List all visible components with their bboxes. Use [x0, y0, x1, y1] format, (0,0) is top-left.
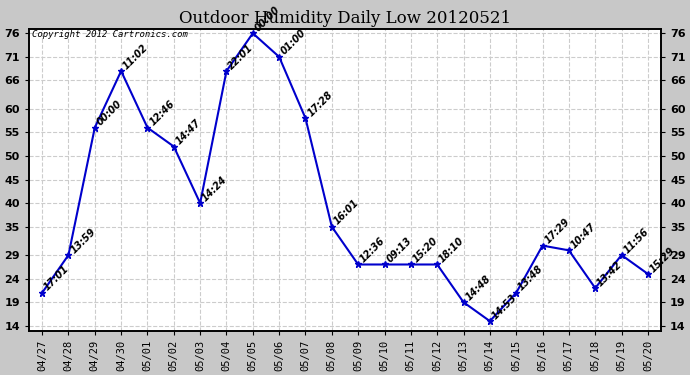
Text: 17:28: 17:28: [306, 89, 335, 118]
Text: 11:56: 11:56: [622, 226, 651, 255]
Text: 18:10: 18:10: [437, 236, 466, 264]
Text: 16:01: 16:01: [332, 198, 361, 227]
Text: 15:29: 15:29: [648, 245, 677, 274]
Title: Outdoor Humidity Daily Low 20120521: Outdoor Humidity Daily Low 20120521: [179, 10, 511, 27]
Text: 12:36: 12:36: [358, 236, 387, 264]
Text: 13:48: 13:48: [516, 264, 545, 293]
Text: 22:01: 22:01: [226, 42, 255, 71]
Text: 15:20: 15:20: [411, 236, 440, 264]
Text: 14:48: 14:48: [464, 273, 493, 302]
Text: 11:02: 11:02: [121, 42, 150, 71]
Text: 00:00: 00:00: [95, 99, 124, 128]
Text: 17:01: 17:01: [42, 264, 71, 293]
Text: 00:00: 00:00: [253, 4, 282, 33]
Text: 01:00: 01:00: [279, 28, 308, 57]
Text: 12:46: 12:46: [148, 99, 177, 128]
Text: 09:13: 09:13: [384, 236, 413, 264]
Text: 14:53: 14:53: [490, 292, 519, 321]
Text: Copyright 2012 Cartronics.com: Copyright 2012 Cartronics.com: [32, 30, 188, 39]
Text: 17:29: 17:29: [542, 217, 571, 246]
Text: 14:24: 14:24: [200, 174, 229, 203]
Text: 10:47: 10:47: [569, 221, 598, 251]
Text: 13:59: 13:59: [68, 226, 97, 255]
Text: 13:42: 13:42: [595, 259, 624, 288]
Text: 14:47: 14:47: [174, 118, 203, 147]
